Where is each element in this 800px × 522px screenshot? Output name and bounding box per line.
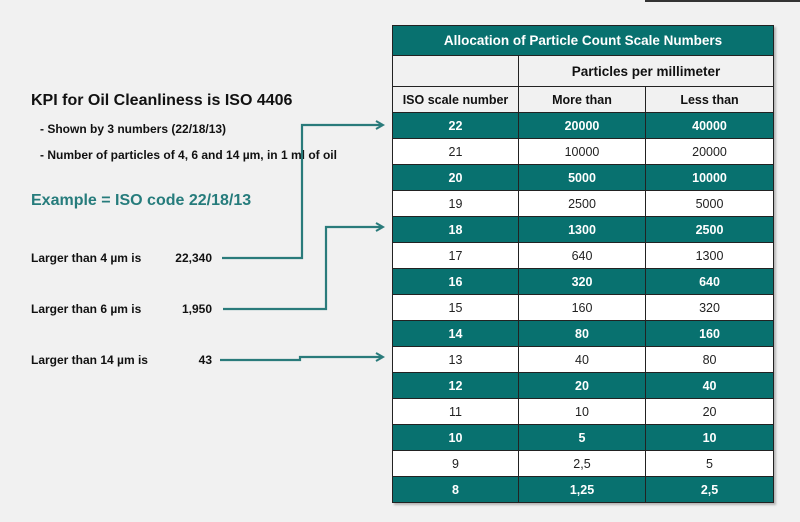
less-than-cell: 40 <box>644 372 775 399</box>
less-than-cell: 160 <box>644 320 775 347</box>
measurement-value-4um: 22,340 <box>175 251 212 265</box>
table-row: 12 20 40 <box>392 372 775 399</box>
measurement-value-6um: 1,950 <box>181 302 212 316</box>
table-row: 14 80 160 <box>392 320 775 347</box>
iso-scale-cell: 21 <box>392 138 519 165</box>
table-row: 8 1,25 2,5 <box>392 476 775 503</box>
more-than-cell: 10000 <box>518 138 646 165</box>
table-row: 13 40 80 <box>392 346 775 373</box>
less-than-cell: 320 <box>644 294 775 321</box>
measurement-label-6um: Larger than 6 µm is <box>31 302 142 316</box>
table-row: 19 2500 5000 <box>392 190 775 217</box>
iso-scale-cell: 19 <box>392 190 519 217</box>
example-iso-code: Example = ISO code 22/18/13 <box>31 192 252 209</box>
more-than-cell: 1,25 <box>518 476 646 503</box>
iso-scale-cell: 12 <box>392 372 519 399</box>
arrow-4um-to-22 <box>222 125 383 260</box>
table-row: 10 5 10 <box>392 424 775 451</box>
more-than-cell: 10 <box>518 398 646 425</box>
more-than-cell: 320 <box>518 268 646 295</box>
iso-scale-cell: 22 <box>392 112 519 139</box>
iso-scale-cell: 13 <box>392 346 519 373</box>
more-than-cell: 80 <box>518 320 646 347</box>
particle-count-table: Allocation of Particle Count Scale Numbe… <box>391 25 775 503</box>
iso-scale-cell: 9 <box>392 450 519 477</box>
more-than-cell: 2,5 <box>518 450 646 477</box>
less-than-cell: 5000 <box>644 190 775 217</box>
more-than-cell: 640 <box>518 242 646 269</box>
less-than-cell: 2,5 <box>644 476 775 503</box>
bullet-particle-sizes: - Number of particles of 4, 6 and 14 µm,… <box>40 148 337 162</box>
table-row: 18 1300 2500 <box>392 216 775 243</box>
less-than-cell: 20 <box>644 398 775 425</box>
measurement-label-14um: Larger than 14 µm is <box>31 353 148 367</box>
table-row: 21 10000 20000 <box>392 138 775 165</box>
empty-header-cell <box>392 55 519 87</box>
less-than-cell: 40000 <box>644 112 775 139</box>
more-than-cell: 5 <box>518 424 646 451</box>
table-row: 22 20000 40000 <box>392 112 775 139</box>
iso-scale-cell: 20 <box>392 164 519 191</box>
table-row: 16 320 640 <box>392 268 775 295</box>
bullet-three-numbers: - Shown by 3 numbers (22/18/13) <box>40 122 227 136</box>
iso-scale-cell: 17 <box>392 242 519 269</box>
table-row: 20 5000 10000 <box>392 164 775 191</box>
measurement-value-14um: 43 <box>198 353 212 367</box>
table-row: 11 10 20 <box>392 398 775 425</box>
arrow-6um-to-18 <box>223 227 383 311</box>
more-than-cell: 1300 <box>518 216 646 243</box>
table-row: 9 2,5 5 <box>392 450 775 477</box>
column-header-iso: ISO scale number <box>392 86 519 113</box>
more-than-cell: 2500 <box>518 190 646 217</box>
iso-scale-cell: 10 <box>392 424 519 451</box>
table-row: 17 640 1300 <box>392 242 775 269</box>
more-than-cell: 40 <box>518 346 646 373</box>
table-row: 15 160 320 <box>392 294 775 321</box>
less-than-cell: 1300 <box>644 242 775 269</box>
iso-scale-cell: 8 <box>392 476 519 503</box>
measurement-label-4um: Larger than 4 µm is <box>31 251 142 265</box>
iso-scale-cell: 16 <box>392 268 519 295</box>
less-than-cell: 20000 <box>644 138 775 165</box>
column-header-less-than: Less than <box>644 86 775 113</box>
arrow-14um-to-13 <box>220 357 383 360</box>
less-than-cell: 80 <box>644 346 775 373</box>
iso-scale-cell: 15 <box>392 294 519 321</box>
iso-scale-cell: 18 <box>392 216 519 243</box>
less-than-cell: 10000 <box>644 164 775 191</box>
table-body: 22 20000 40000 21 10000 20000 20 5000 10000 19 250… <box>392 112 775 503</box>
less-than-cell: 2500 <box>644 216 775 243</box>
more-than-cell: 5000 <box>518 164 646 191</box>
more-than-cell: 20000 <box>518 112 646 139</box>
more-than-cell: 160 <box>518 294 646 321</box>
table-title: Allocation of Particle Count Scale Numbe… <box>391 25 775 56</box>
iso-scale-cell: 14 <box>392 320 519 347</box>
iso-scale-cell: 11 <box>392 398 519 425</box>
kpi-title: KPI for Oil Cleanliness is ISO 4406 <box>31 92 293 109</box>
group-header-particles: Particles per millimeter <box>517 55 775 87</box>
less-than-cell: 5 <box>644 450 775 477</box>
top-edge-line <box>645 0 800 2</box>
more-than-cell: 20 <box>518 372 646 399</box>
less-than-cell: 640 <box>644 268 775 295</box>
column-header-more-than: More than <box>518 86 646 113</box>
less-than-cell: 10 <box>644 424 775 451</box>
